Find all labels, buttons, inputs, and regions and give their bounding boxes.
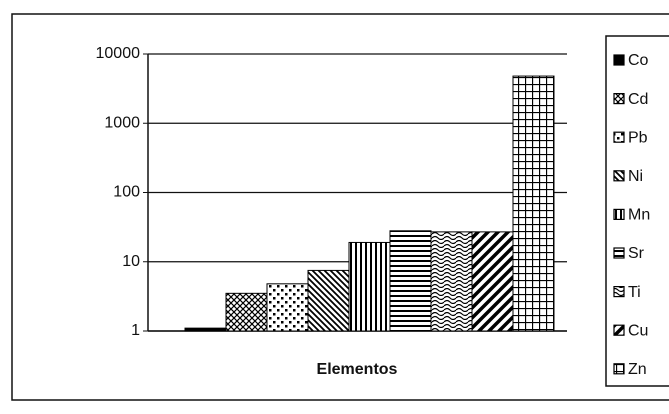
legend-label: Co [628,52,649,69]
y-tick-label: 10000 [96,45,141,62]
y-tick-label: 1000 [104,114,140,131]
legend-swatch [613,54,625,66]
x-axis-label: Elementos [317,361,398,378]
legend-label: Sr [628,245,645,262]
bar [307,269,350,332]
legend-label: Ti [628,284,641,301]
chart-frame [11,13,669,401]
bar [225,292,268,332]
bar [471,231,514,332]
legend-label: Cd [628,91,648,108]
y-tick-label: 1 [131,322,140,339]
legend-swatch [613,247,625,259]
y-tick-label: 100 [113,184,140,201]
legend-swatch [613,286,625,298]
y-tick-label: 10 [122,253,140,270]
legend-swatch [613,131,625,143]
bar [184,327,227,332]
legend-label: Cu [628,322,648,339]
bar [266,283,309,332]
bar [512,75,555,332]
bar [430,231,473,332]
legend-label: Ni [628,168,643,185]
legend-swatch [613,324,625,336]
bar [348,241,391,332]
legend-label: Zn [628,361,647,378]
legend-swatch [613,363,625,375]
legend-label: Mn [628,207,650,224]
legend-swatch [613,208,625,220]
legend-swatch [613,92,625,105]
legend-swatch [613,170,625,182]
legend-label: Pb [628,129,648,146]
bar [389,230,432,332]
